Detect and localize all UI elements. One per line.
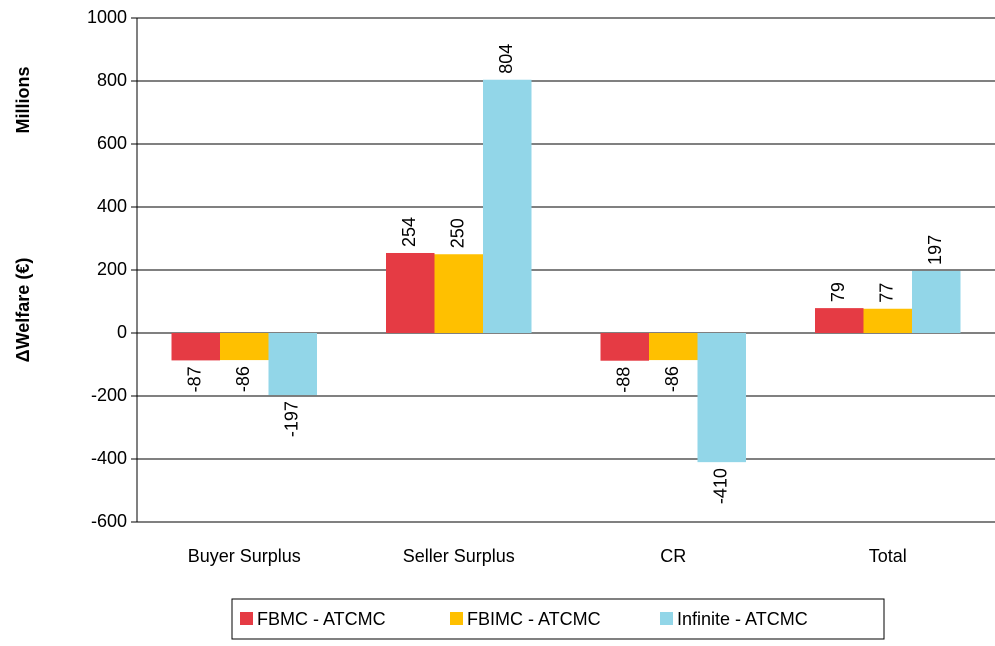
- bar: [171, 333, 220, 361]
- value-label: 254: [399, 217, 419, 247]
- x-tick-label: CR: [660, 546, 686, 566]
- x-tick-label: Seller Surplus: [403, 546, 515, 566]
- bar: [220, 333, 269, 361]
- value-label: 79: [828, 282, 848, 302]
- bar: [649, 333, 698, 361]
- bar: [863, 308, 912, 333]
- value-label: 77: [877, 283, 897, 303]
- bar: [386, 252, 435, 333]
- y-tick-label: 600: [97, 133, 127, 153]
- value-label: -86: [662, 366, 682, 392]
- y-tick-label: 400: [97, 196, 127, 216]
- value-label: -86: [233, 366, 253, 392]
- legend-label: FBIMC - ATCMC: [467, 609, 601, 629]
- y-tick-label: 200: [97, 259, 127, 279]
- y-tick-label: 800: [97, 70, 127, 90]
- bar: [912, 270, 961, 333]
- value-label: -87: [185, 366, 205, 392]
- y-tick-label: -400: [91, 448, 127, 468]
- x-tick-label: Total: [869, 546, 907, 566]
- legend-swatch: [450, 612, 463, 625]
- y-tick-label: -600: [91, 511, 127, 531]
- legend-box: [231, 598, 885, 640]
- bar: [815, 308, 864, 333]
- value-label: -410: [711, 468, 731, 504]
- y-axis-label: ΔWelfare (€): [13, 258, 33, 363]
- legend-swatch: [240, 612, 253, 625]
- value-label: 197: [925, 235, 945, 265]
- legend-label: FBMC - ATCMC: [257, 609, 386, 629]
- x-tick-label: Buyer Surplus: [188, 546, 301, 566]
- bar: [268, 333, 317, 396]
- value-label: -88: [614, 367, 634, 393]
- bar: [697, 333, 746, 463]
- y-tick-label: 0: [117, 322, 127, 342]
- bar: [483, 79, 532, 334]
- legend-label: Infinite - ATCMC: [677, 609, 808, 629]
- value-label: 804: [496, 44, 516, 74]
- value-label: 250: [448, 218, 468, 248]
- y-tick-label: -200: [91, 385, 127, 405]
- y-tick-label: 1000: [87, 7, 127, 27]
- legend-swatch: [660, 612, 673, 625]
- y-unit-label: Millions: [13, 67, 33, 134]
- value-label: -197: [282, 401, 302, 437]
- bar: [434, 254, 483, 333]
- bar: [600, 333, 649, 361]
